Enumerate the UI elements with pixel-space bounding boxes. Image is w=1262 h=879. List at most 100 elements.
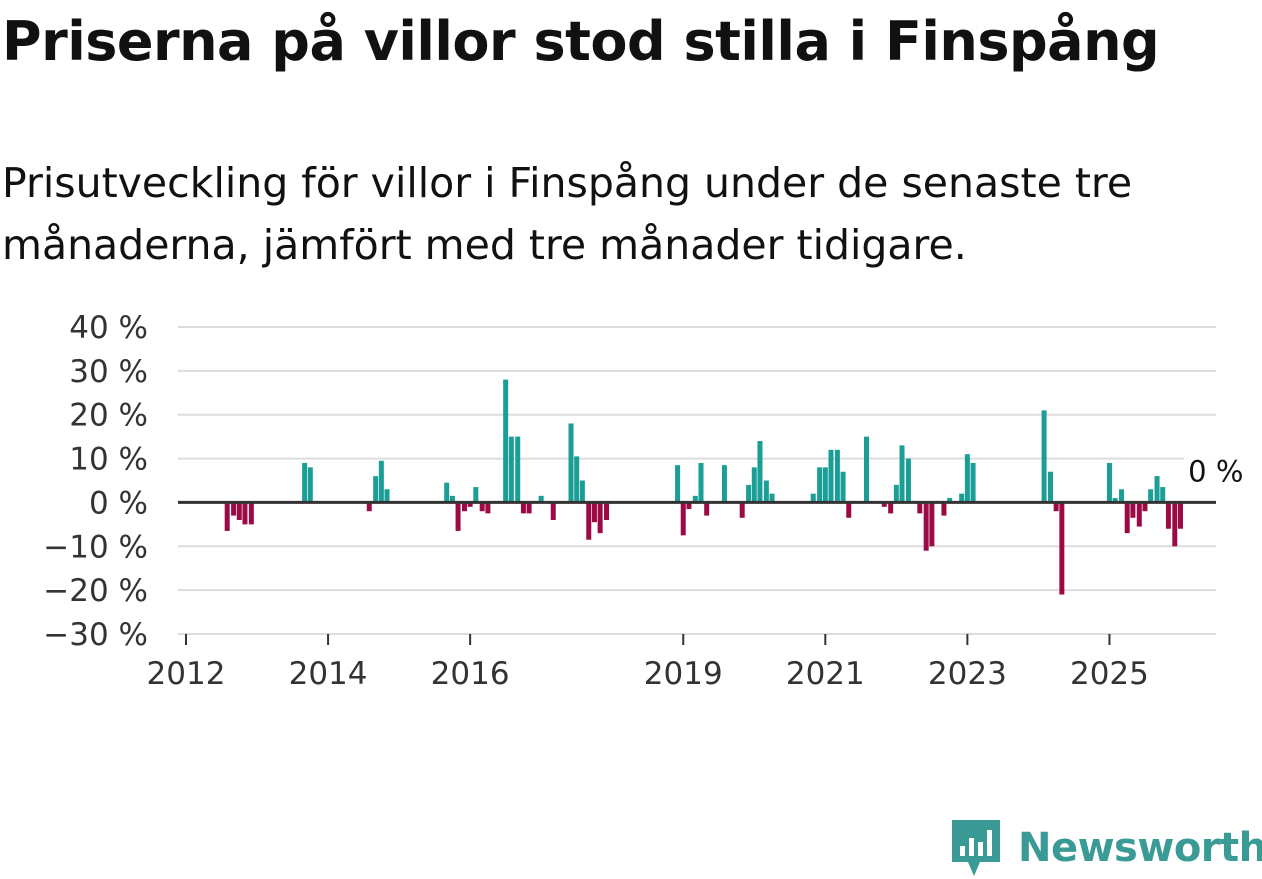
bar-negative	[231, 502, 237, 516]
bar-negative	[1136, 502, 1142, 527]
bar-positive	[817, 467, 823, 503]
x-axis: 2012 2014 2016 2019 2021 2023 2025	[147, 633, 1216, 692]
bar-positive	[721, 465, 727, 503]
bar-negative	[597, 502, 603, 534]
bar-negative	[242, 502, 248, 525]
bar-negative	[1130, 502, 1136, 518]
bar-positive	[1119, 489, 1125, 503]
bar-positive	[378, 460, 384, 503]
y-tick-label: −30 %	[43, 617, 148, 653]
brand-name: Newsworthy	[1018, 825, 1262, 871]
bar-positive	[1148, 489, 1154, 503]
newsworthy-logo-icon	[952, 820, 1000, 876]
y-tick-label: 30 %	[69, 354, 148, 390]
bar-positive	[828, 449, 834, 503]
bar-negative	[881, 502, 887, 507]
bar-positive	[834, 449, 840, 503]
bar-negative	[224, 502, 230, 531]
bar-negative	[366, 502, 372, 512]
y-tick-label: 0 %	[89, 485, 148, 521]
newsworthy-brand: Newsworthy	[950, 818, 1262, 878]
bar-negative	[846, 502, 852, 518]
bar-negative	[941, 502, 947, 516]
bar-positive	[840, 471, 846, 503]
bar-negative	[520, 502, 526, 514]
bar-negative	[550, 502, 556, 520]
chart-subtitle: Prisutveckling för villor i Finspång und…	[2, 159, 1133, 269]
bar-negative	[455, 502, 461, 531]
bar-positive	[757, 441, 763, 503]
bar-negative	[236, 502, 242, 520]
x-tick-label: 2016	[431, 656, 510, 692]
bar-negative	[604, 502, 610, 520]
bar-negative	[1059, 502, 1065, 595]
y-axis-labels: 40 % 30 % 20 % 10 % 0 % −10 % −20 % −30 %	[43, 310, 148, 653]
x-tick-label: 2023	[928, 656, 1007, 692]
bar-negative	[467, 502, 473, 507]
bar-positive	[905, 458, 911, 503]
bar-positive	[698, 462, 704, 503]
bar-positive	[1047, 471, 1053, 503]
bars	[224, 379, 1183, 595]
bar-positive	[746, 484, 752, 503]
bar-positive	[1106, 462, 1112, 503]
y-tick-label: 20 %	[69, 398, 148, 434]
bar-positive	[893, 484, 899, 503]
bar-negative	[586, 502, 592, 540]
bar-positive	[307, 467, 313, 503]
bar-negative	[526, 502, 532, 514]
bar-negative	[1177, 502, 1183, 529]
x-tick-label: 2025	[1070, 656, 1149, 692]
bar-positive	[444, 482, 450, 503]
bar-positive	[964, 454, 970, 503]
bar-negative	[686, 502, 692, 510]
bar-positive	[449, 495, 455, 503]
y-tick-label: 40 %	[69, 310, 148, 346]
bar-positive	[384, 489, 390, 503]
last-value-label: 0 %	[1188, 454, 1243, 488]
bar-positive	[822, 467, 828, 503]
bar-positive	[538, 495, 544, 503]
bar-positive	[574, 456, 580, 503]
bar-positive	[503, 379, 509, 503]
bar-positive	[508, 436, 514, 503]
y-tick-label: 10 %	[69, 442, 148, 478]
bar-negative	[479, 502, 485, 512]
annotations: 0 %	[1184, 454, 1251, 491]
bar-positive	[810, 493, 816, 503]
bar-positive	[959, 493, 965, 503]
bar-negative	[704, 502, 710, 516]
bar-positive	[899, 445, 905, 503]
y-tick-label: −20 %	[43, 573, 148, 609]
bar-negative	[680, 502, 686, 536]
bar-negative	[917, 502, 923, 514]
bar-positive	[763, 480, 769, 503]
bar-positive	[769, 493, 775, 503]
bar-negative	[739, 502, 745, 518]
x-tick-label: 2021	[786, 656, 865, 692]
bar-positive	[864, 436, 870, 503]
bar-positive	[692, 495, 698, 503]
chart-title: Priserna på villor stod stilla i Finspån…	[2, 10, 1160, 73]
bar-negative	[1053, 502, 1059, 512]
x-tick-label: 2012	[147, 656, 226, 692]
bar-positive	[302, 462, 308, 503]
bar-chart: 40 %30 %20 %10 %0 %−10 %−20 %−30 % 2012 2…	[43, 310, 1251, 692]
bar-positive	[751, 467, 757, 503]
bar-negative	[248, 502, 254, 525]
bar-negative	[888, 502, 894, 514]
bar-negative	[1165, 502, 1171, 529]
bar-negative	[1124, 502, 1130, 534]
x-tick-label: 2014	[289, 656, 368, 692]
bar-positive	[473, 487, 479, 503]
bar-negative	[591, 502, 597, 523]
bar-positive	[1154, 476, 1160, 503]
bar-negative	[461, 502, 467, 512]
y-tick-label: −10 %	[43, 529, 148, 565]
bar-positive	[970, 462, 976, 503]
x-tick-label: 2019	[644, 656, 723, 692]
bar-negative	[923, 502, 929, 551]
bar-negative	[1172, 502, 1178, 547]
bar-positive	[1160, 487, 1166, 503]
bar-positive	[1112, 498, 1118, 503]
